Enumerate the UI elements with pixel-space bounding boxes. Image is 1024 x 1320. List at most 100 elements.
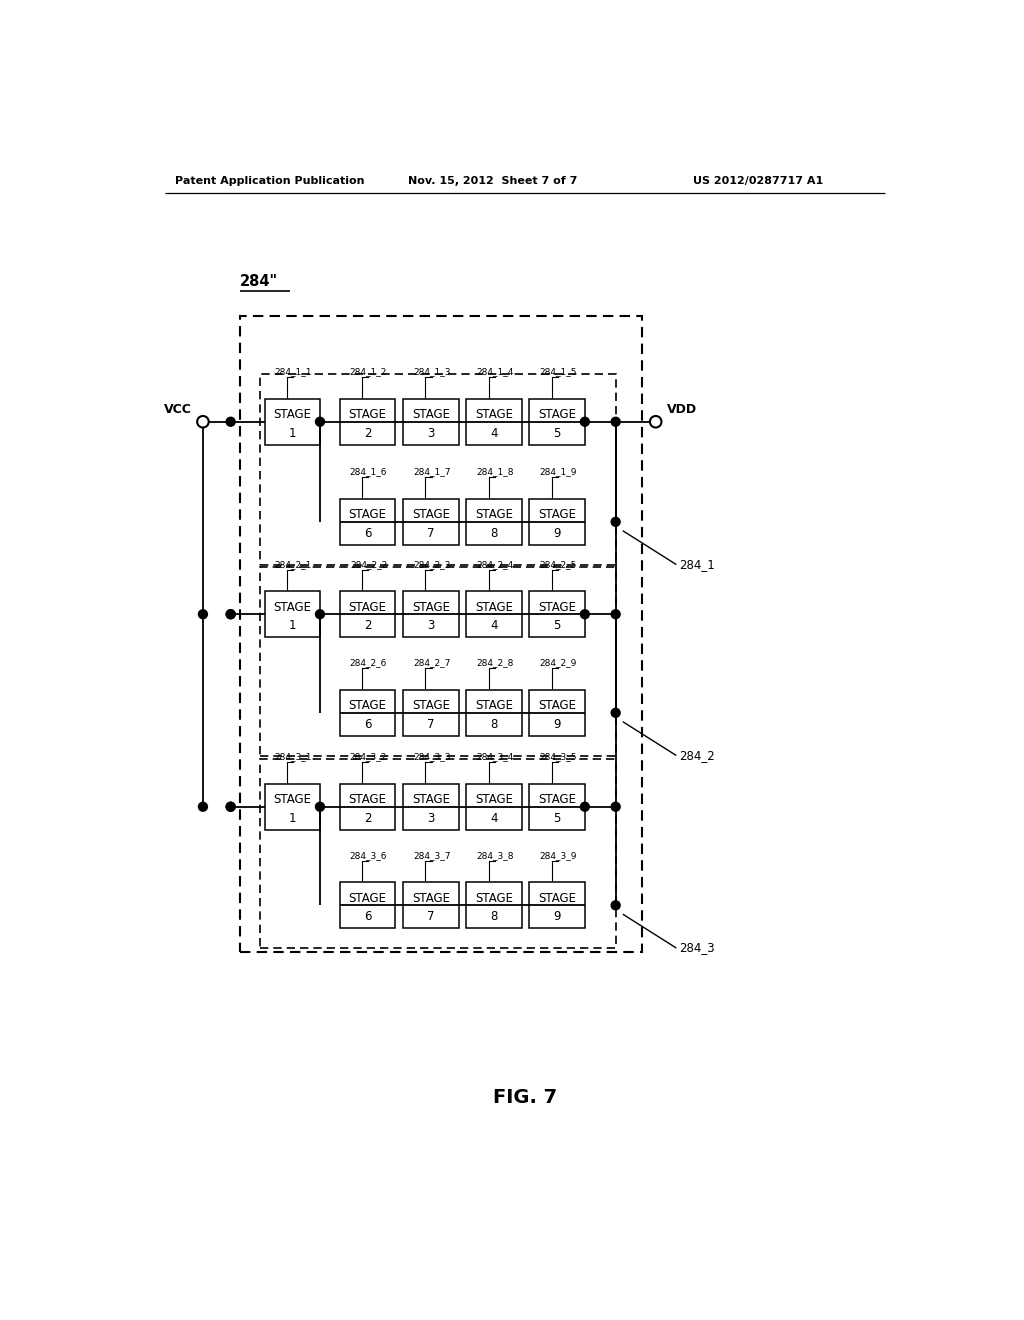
Text: STAGE: STAGE	[349, 892, 387, 906]
Text: STAGE: STAGE	[539, 793, 577, 807]
Text: STAGE: STAGE	[475, 408, 513, 421]
Text: 284_2_5: 284_2_5	[540, 560, 577, 569]
Circle shape	[611, 417, 621, 426]
Text: 1: 1	[289, 619, 296, 632]
Text: 284_3_8: 284_3_8	[476, 851, 513, 859]
Text: STAGE: STAGE	[539, 700, 577, 713]
Text: 4: 4	[490, 619, 498, 632]
Text: 284_2_4: 284_2_4	[476, 560, 513, 569]
Text: 2: 2	[364, 812, 372, 825]
Text: STAGE: STAGE	[412, 700, 450, 713]
Text: 284_2_1: 284_2_1	[274, 560, 311, 569]
FancyBboxPatch shape	[466, 591, 521, 638]
Text: US 2012/0287717 A1: US 2012/0287717 A1	[692, 176, 823, 186]
Text: 5: 5	[553, 426, 561, 440]
Text: Nov. 15, 2012  Sheet 7 of 7: Nov. 15, 2012 Sheet 7 of 7	[408, 176, 578, 186]
Text: 284_2_8: 284_2_8	[476, 659, 513, 668]
FancyBboxPatch shape	[340, 882, 395, 928]
FancyBboxPatch shape	[264, 591, 319, 638]
Text: 284_3_3: 284_3_3	[413, 752, 451, 762]
Circle shape	[226, 803, 236, 812]
FancyBboxPatch shape	[264, 784, 319, 830]
Circle shape	[199, 803, 208, 812]
Circle shape	[611, 900, 621, 909]
Text: 284_2_3: 284_2_3	[413, 560, 451, 569]
Text: STAGE: STAGE	[349, 408, 387, 421]
Text: STAGE: STAGE	[273, 793, 311, 807]
Text: 284": 284"	[240, 275, 279, 289]
Text: 284_3_6: 284_3_6	[350, 851, 387, 859]
FancyBboxPatch shape	[466, 499, 521, 545]
FancyBboxPatch shape	[340, 784, 395, 830]
FancyBboxPatch shape	[529, 689, 585, 737]
Text: 2: 2	[364, 619, 372, 632]
Circle shape	[315, 803, 325, 812]
Text: STAGE: STAGE	[273, 408, 311, 421]
FancyBboxPatch shape	[403, 399, 459, 445]
Text: 6: 6	[364, 911, 372, 924]
FancyBboxPatch shape	[466, 689, 521, 737]
Text: 284_2: 284_2	[679, 748, 715, 762]
Text: 284_2_6: 284_2_6	[350, 659, 387, 668]
Text: STAGE: STAGE	[475, 793, 513, 807]
Text: STAGE: STAGE	[349, 700, 387, 713]
Text: 284_3_1: 284_3_1	[274, 752, 311, 762]
Text: 284_1_4: 284_1_4	[476, 367, 513, 376]
Text: 284_1_5: 284_1_5	[540, 367, 577, 376]
Text: STAGE: STAGE	[412, 508, 450, 521]
FancyBboxPatch shape	[403, 882, 459, 928]
Text: 4: 4	[490, 812, 498, 825]
Text: 6: 6	[364, 527, 372, 540]
FancyBboxPatch shape	[340, 591, 395, 638]
Text: 3: 3	[427, 426, 434, 440]
Text: 284_3: 284_3	[679, 941, 715, 954]
FancyBboxPatch shape	[264, 399, 319, 445]
Circle shape	[581, 803, 590, 812]
FancyBboxPatch shape	[529, 499, 585, 545]
Text: 284_1_7: 284_1_7	[413, 467, 451, 477]
Text: 284_3_7: 284_3_7	[413, 851, 451, 859]
FancyBboxPatch shape	[466, 399, 521, 445]
Text: 5: 5	[553, 812, 561, 825]
FancyBboxPatch shape	[529, 784, 585, 830]
Text: 284_2_9: 284_2_9	[540, 659, 577, 668]
FancyBboxPatch shape	[529, 882, 585, 928]
Text: 284_3_5: 284_3_5	[540, 752, 577, 762]
FancyBboxPatch shape	[529, 399, 585, 445]
FancyBboxPatch shape	[466, 784, 521, 830]
Text: 284_2_7: 284_2_7	[413, 659, 451, 668]
Text: STAGE: STAGE	[539, 601, 577, 614]
FancyBboxPatch shape	[529, 591, 585, 638]
FancyBboxPatch shape	[403, 591, 459, 638]
Circle shape	[315, 610, 325, 619]
Text: 1: 1	[289, 426, 296, 440]
Text: 2: 2	[364, 426, 372, 440]
Circle shape	[226, 610, 236, 619]
Circle shape	[611, 610, 621, 619]
Text: 9: 9	[553, 718, 561, 731]
Text: FIG. 7: FIG. 7	[493, 1088, 557, 1107]
FancyBboxPatch shape	[466, 882, 521, 928]
Text: 284_1_1: 284_1_1	[274, 367, 311, 376]
Text: 284_1_8: 284_1_8	[476, 467, 513, 477]
Text: 284_1_2: 284_1_2	[350, 367, 387, 376]
Circle shape	[581, 417, 590, 426]
Text: 7: 7	[427, 718, 434, 731]
Text: STAGE: STAGE	[412, 892, 450, 906]
Text: STAGE: STAGE	[539, 508, 577, 521]
Text: STAGE: STAGE	[349, 508, 387, 521]
Text: STAGE: STAGE	[349, 793, 387, 807]
Text: 7: 7	[427, 527, 434, 540]
Text: 9: 9	[553, 527, 561, 540]
Circle shape	[650, 416, 662, 428]
FancyBboxPatch shape	[340, 399, 395, 445]
Text: 284_3_4: 284_3_4	[476, 752, 513, 762]
Text: 284_1_6: 284_1_6	[350, 467, 387, 477]
Circle shape	[198, 416, 209, 428]
Text: 4: 4	[490, 426, 498, 440]
Text: 9: 9	[553, 911, 561, 924]
Text: VDD: VDD	[667, 403, 696, 416]
Text: 284_1_9: 284_1_9	[540, 467, 577, 477]
Circle shape	[581, 610, 590, 619]
Text: STAGE: STAGE	[349, 601, 387, 614]
